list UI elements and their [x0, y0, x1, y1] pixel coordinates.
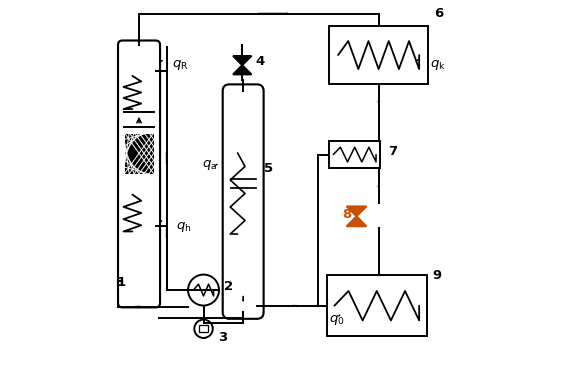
- Text: 2: 2: [224, 280, 233, 293]
- Text: 7: 7: [388, 145, 397, 158]
- Text: 1: 1: [117, 276, 126, 289]
- Polygon shape: [233, 65, 252, 74]
- FancyBboxPatch shape: [223, 84, 263, 319]
- Text: $q_\mathrm{R}$: $q_\mathrm{R}$: [172, 58, 189, 72]
- Text: $q_\mathrm{a}$: $q_\mathrm{a}$: [201, 158, 217, 172]
- FancyBboxPatch shape: [118, 40, 160, 307]
- Text: 6: 6: [434, 7, 443, 20]
- Text: 5: 5: [265, 162, 273, 175]
- Bar: [124, 133, 154, 174]
- Bar: [329, 141, 380, 168]
- Polygon shape: [346, 216, 366, 226]
- Bar: [199, 325, 208, 332]
- Bar: [329, 27, 429, 84]
- Bar: [327, 275, 426, 336]
- Polygon shape: [233, 56, 252, 65]
- Circle shape: [188, 275, 219, 306]
- Text: $q_\mathrm{h}$: $q_\mathrm{h}$: [176, 221, 192, 234]
- Text: 8: 8: [342, 208, 351, 221]
- Polygon shape: [346, 206, 366, 216]
- Circle shape: [194, 320, 213, 338]
- Text: 9: 9: [433, 269, 442, 282]
- Text: $q_\mathrm{k}$: $q_\mathrm{k}$: [430, 58, 446, 72]
- Text: $q_\mathrm{0}$: $q_\mathrm{0}$: [329, 313, 345, 327]
- Text: 3: 3: [218, 332, 228, 344]
- Text: 4: 4: [255, 55, 265, 68]
